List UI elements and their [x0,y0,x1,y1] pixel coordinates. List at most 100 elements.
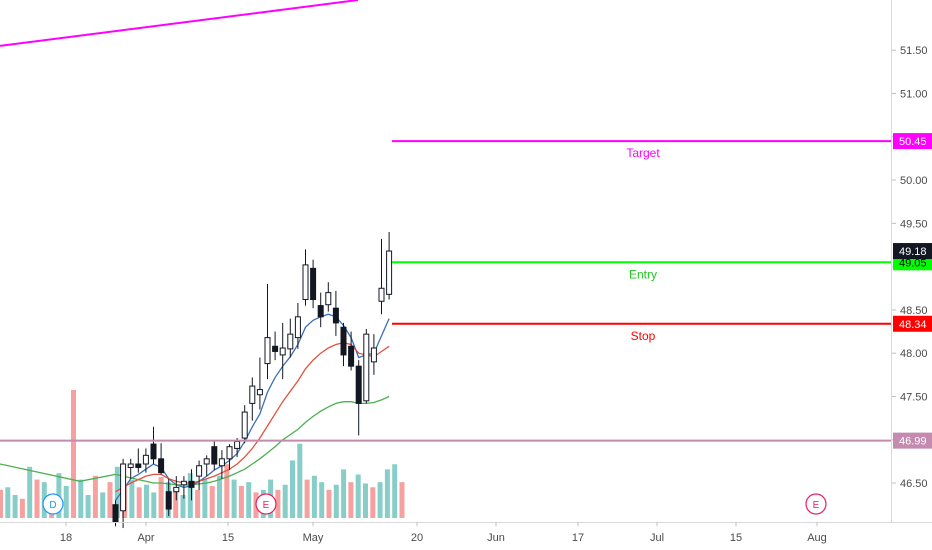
candle[interactable] [196,460,203,490]
candle[interactable] [135,448,142,473]
candle[interactable] [218,450,225,479]
candle-body [120,463,127,512]
candle[interactable] [294,302,301,349]
event-marker-circle [42,493,64,515]
entry-label: Entry [629,267,657,281]
candle[interactable] [226,444,233,471]
candle-body [294,316,301,339]
volume-bar [12,494,18,518]
candle[interactable] [272,331,279,361]
candle-body [370,347,377,363]
candle[interactable] [264,283,271,380]
candle[interactable] [142,448,149,473]
volume-bar [114,466,120,518]
candle-body [173,486,180,493]
earnings-marker-icon[interactable]: E [255,493,277,515]
candle[interactable] [355,360,362,436]
candle[interactable] [241,405,248,444]
candle[interactable] [211,439,218,471]
levels-layer: Target Entry Stop [0,0,892,442]
time-axis[interactable]: 18 Apr 15 May 20 Jun 17 Jul 15 Aug [60,522,827,544]
candle[interactable] [180,476,187,499]
candle[interactable] [127,458,134,479]
volume-bar [71,390,76,518]
candle[interactable] [363,328,370,404]
candle-body [241,411,248,439]
ma-green-line [115,395,390,486]
candle[interactable] [188,469,195,501]
support-price-badge: 46.99 [893,432,932,449]
price-tick-label: 46.50 [900,478,928,490]
time-tick-label: Apr [137,532,154,544]
volume-bar [363,483,368,518]
candle[interactable] [279,322,286,380]
dividend-marker-icon[interactable]: D [42,493,64,515]
candle[interactable] [173,476,180,501]
event-marker-letter: D [49,500,56,511]
candle-body [211,446,218,465]
candle-body [325,292,332,306]
volume-bar [85,494,91,518]
candle-body [188,480,195,488]
volume-bar [319,482,325,518]
candle-body [150,443,157,460]
candle-body [348,345,355,367]
candle[interactable] [165,478,172,516]
candle[interactable] [256,357,263,410]
price-tick-label: 48.00 [900,348,928,360]
candle[interactable] [332,290,339,336]
volume-bar [78,479,84,518]
time-tick-label: 15 [222,532,234,544]
candle-body [112,504,119,523]
candle-body [142,454,149,465]
candle[interactable] [310,259,317,309]
candle-body [226,446,233,460]
candle[interactable] [249,377,256,421]
candle[interactable] [203,455,210,477]
volume-bar [19,498,25,518]
trendline[interactable] [0,0,359,47]
price-tick-label: 51.00 [900,88,928,100]
volume-bar [187,473,193,518]
candle[interactable] [348,331,355,371]
candle[interactable] [378,238,385,315]
time-tick-label: 20 [411,532,423,544]
price-tick-label: 49.50 [900,218,928,230]
candle[interactable] [287,318,294,358]
event-marker-letter: E [263,500,270,511]
candle[interactable] [317,292,324,328]
candle[interactable] [386,232,393,300]
volume-bar [282,484,288,518]
volume-bar [129,479,135,518]
volume-bar [209,486,215,518]
candle-body [340,326,347,356]
target-badge-text: 50.45 [899,136,927,148]
candle-body [363,333,370,402]
earnings-marker-icon[interactable]: E [805,493,827,515]
candle[interactable] [325,282,332,312]
stop-badge-text: 48.34 [899,319,927,331]
candle-body [287,333,294,350]
volume-bar [107,482,113,518]
candle-body [386,250,393,295]
volume-bar [0,489,3,518]
volume-bar [224,464,230,518]
volume-bar [136,487,142,518]
volume-bar [399,482,405,518]
candle-body [272,345,279,352]
candle[interactable] [370,334,377,375]
candle[interactable] [302,249,309,306]
event-marker-circle [805,493,827,515]
candles-layer [112,232,393,529]
candle-body [218,458,225,467]
candle[interactable] [158,443,165,475]
volume-bar [144,484,149,518]
candle[interactable] [150,426,157,464]
volume-bar [326,489,332,518]
candle[interactable] [340,322,347,367]
candle[interactable] [120,458,127,529]
volume-bar [355,474,361,518]
stop-price-badge: 48.34 [893,315,932,332]
